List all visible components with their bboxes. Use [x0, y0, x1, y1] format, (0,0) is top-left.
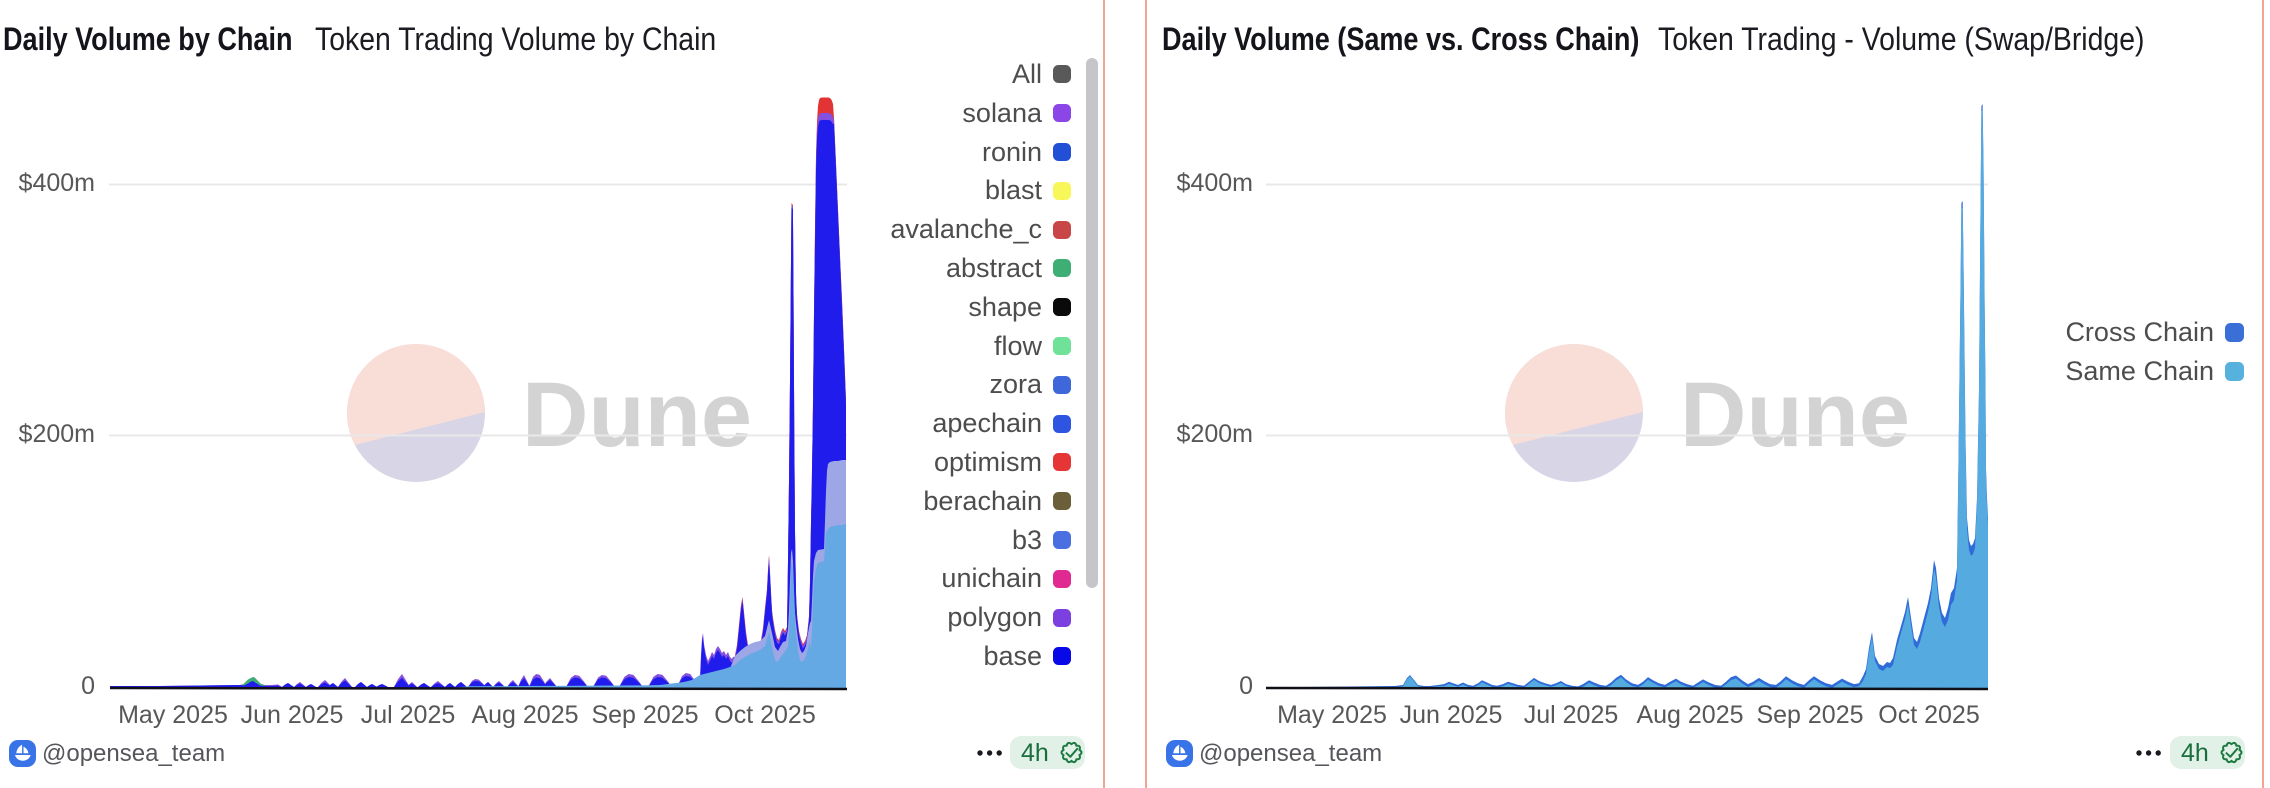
svg-text:4h: 4h [2181, 739, 2209, 767]
svg-text:Dune: Dune [522, 364, 752, 466]
svg-text:4h: 4h [1021, 739, 1049, 767]
svg-text:Dune: Dune [1680, 364, 1910, 466]
